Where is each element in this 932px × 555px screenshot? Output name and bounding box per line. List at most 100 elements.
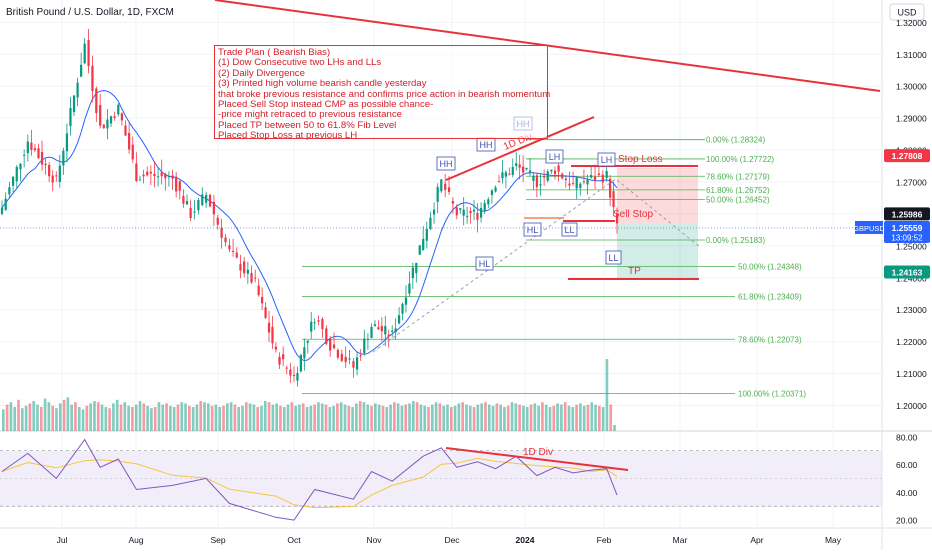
volume-bar bbox=[423, 405, 427, 431]
volume-bar bbox=[241, 405, 244, 431]
volume-bar bbox=[598, 405, 601, 431]
volume-bar bbox=[134, 404, 138, 431]
volume-bar bbox=[582, 405, 586, 431]
volume-bar bbox=[146, 405, 149, 431]
candle-body bbox=[19, 163, 22, 170]
candle-body bbox=[466, 215, 469, 217]
volume-bar bbox=[332, 405, 335, 431]
divergence-line-rsi[interactable] bbox=[445, 447, 629, 471]
candle-body bbox=[615, 214, 619, 224]
price-tag-text: 1.27808 bbox=[892, 151, 923, 161]
ll-label-2[interactable]: LL bbox=[605, 250, 622, 265]
candle-body bbox=[377, 327, 380, 330]
volume-bar bbox=[449, 407, 453, 431]
volume-bar bbox=[195, 404, 199, 431]
hh-label-1[interactable]: HH bbox=[436, 156, 456, 171]
volume-bar bbox=[70, 404, 73, 431]
volume-bar bbox=[301, 403, 305, 431]
candle-body bbox=[472, 209, 476, 212]
divergence-line-price[interactable] bbox=[445, 116, 595, 181]
time-tick-label: May bbox=[825, 535, 842, 545]
volume-bar bbox=[271, 404, 275, 431]
candle-body bbox=[363, 338, 366, 354]
volume-bar bbox=[142, 403, 146, 431]
volume-bar bbox=[81, 409, 85, 431]
volume-bar bbox=[20, 408, 24, 431]
hl-label-2[interactable]: HL bbox=[475, 256, 494, 271]
candle-body bbox=[254, 277, 257, 279]
hl-label-1[interactable]: HL bbox=[523, 222, 542, 237]
candle-body bbox=[459, 208, 462, 210]
volume-bar bbox=[427, 407, 430, 431]
rsi-tick-label: 20.00 bbox=[896, 516, 918, 526]
trade-plan-line-3: (2) Daily Divergence bbox=[218, 67, 305, 79]
symbol-tag-text: GBPUSD bbox=[853, 224, 885, 233]
volume-bar bbox=[191, 407, 195, 431]
trade-plan-line-8: Placed TP between 50 to 61.8% Fib Level bbox=[218, 119, 397, 131]
candle-body bbox=[76, 82, 79, 98]
volume-bar bbox=[96, 402, 100, 431]
candle-body bbox=[447, 187, 451, 192]
candle-body bbox=[528, 170, 532, 173]
candle-body bbox=[189, 207, 192, 218]
volume-bar bbox=[480, 403, 483, 431]
fib-layer: 0.00% (1.28324) 100.00% (1.27722) 78.60% (… bbox=[302, 136, 806, 399]
candle-body bbox=[124, 125, 127, 136]
candle-body bbox=[582, 181, 586, 183]
price-tag bbox=[884, 207, 930, 221]
currency-button[interactable]: USD bbox=[889, 3, 925, 21]
candle-body bbox=[303, 347, 306, 359]
risk-zone bbox=[617, 168, 698, 224]
volume-bar bbox=[150, 408, 153, 431]
candle-body bbox=[593, 176, 597, 181]
volume-bar bbox=[17, 399, 20, 431]
volume-bar bbox=[362, 402, 366, 431]
volume-bar bbox=[104, 407, 108, 431]
volume-bar bbox=[560, 404, 563, 431]
volume-bar bbox=[446, 404, 449, 431]
ma-layer bbox=[1, 89, 618, 362]
volume-bar bbox=[609, 404, 613, 431]
divergence-label-rsi: 1D Div bbox=[523, 447, 553, 458]
candle-body bbox=[532, 175, 535, 181]
volume-bar bbox=[290, 402, 294, 431]
volume-bar bbox=[169, 405, 172, 431]
lh-label-2-text: LH bbox=[601, 155, 613, 165]
fib-large-label: 100.00% (1.20371) bbox=[738, 390, 806, 399]
candle-body bbox=[317, 320, 320, 322]
lh-label-1[interactable]: LH bbox=[545, 149, 564, 164]
lh-label-2[interactable]: LH bbox=[597, 152, 616, 167]
candle-body bbox=[550, 169, 553, 172]
ll-label-1[interactable]: LL bbox=[561, 222, 578, 237]
trade-plan-box[interactable]: Trade Plan ( Bearish Bias) (1) Dow Conse… bbox=[214, 45, 550, 141]
candle-body bbox=[490, 190, 494, 195]
volume-bar bbox=[408, 403, 411, 431]
candle-body bbox=[4, 198, 7, 210]
hh-label-1-text: HH bbox=[440, 159, 453, 169]
candle-body bbox=[370, 326, 373, 339]
volume-bar bbox=[51, 405, 55, 431]
tp-label: TP bbox=[628, 266, 641, 277]
volume-bar bbox=[468, 405, 472, 431]
volume-bar bbox=[339, 402, 343, 431]
volume-bar bbox=[203, 402, 206, 431]
candle-body bbox=[575, 177, 578, 189]
candle-body bbox=[289, 369, 292, 376]
candle-body bbox=[58, 165, 61, 183]
ll-label-2-text: LL bbox=[608, 253, 618, 263]
candle-body bbox=[313, 322, 316, 324]
candle-body bbox=[590, 175, 593, 178]
volume-bar bbox=[36, 404, 39, 431]
candle-body bbox=[422, 238, 425, 251]
price-tag-text: 1.24163 bbox=[892, 268, 923, 278]
price-tick-label: 1.30000 bbox=[896, 82, 927, 92]
reward-zone bbox=[617, 224, 698, 279]
volume-bar bbox=[66, 397, 70, 431]
candle-body bbox=[282, 354, 285, 360]
candle-body bbox=[608, 178, 612, 198]
candle-body bbox=[87, 39, 90, 67]
candle-body bbox=[99, 105, 102, 126]
price-tick-label: 1.21000 bbox=[896, 369, 927, 379]
